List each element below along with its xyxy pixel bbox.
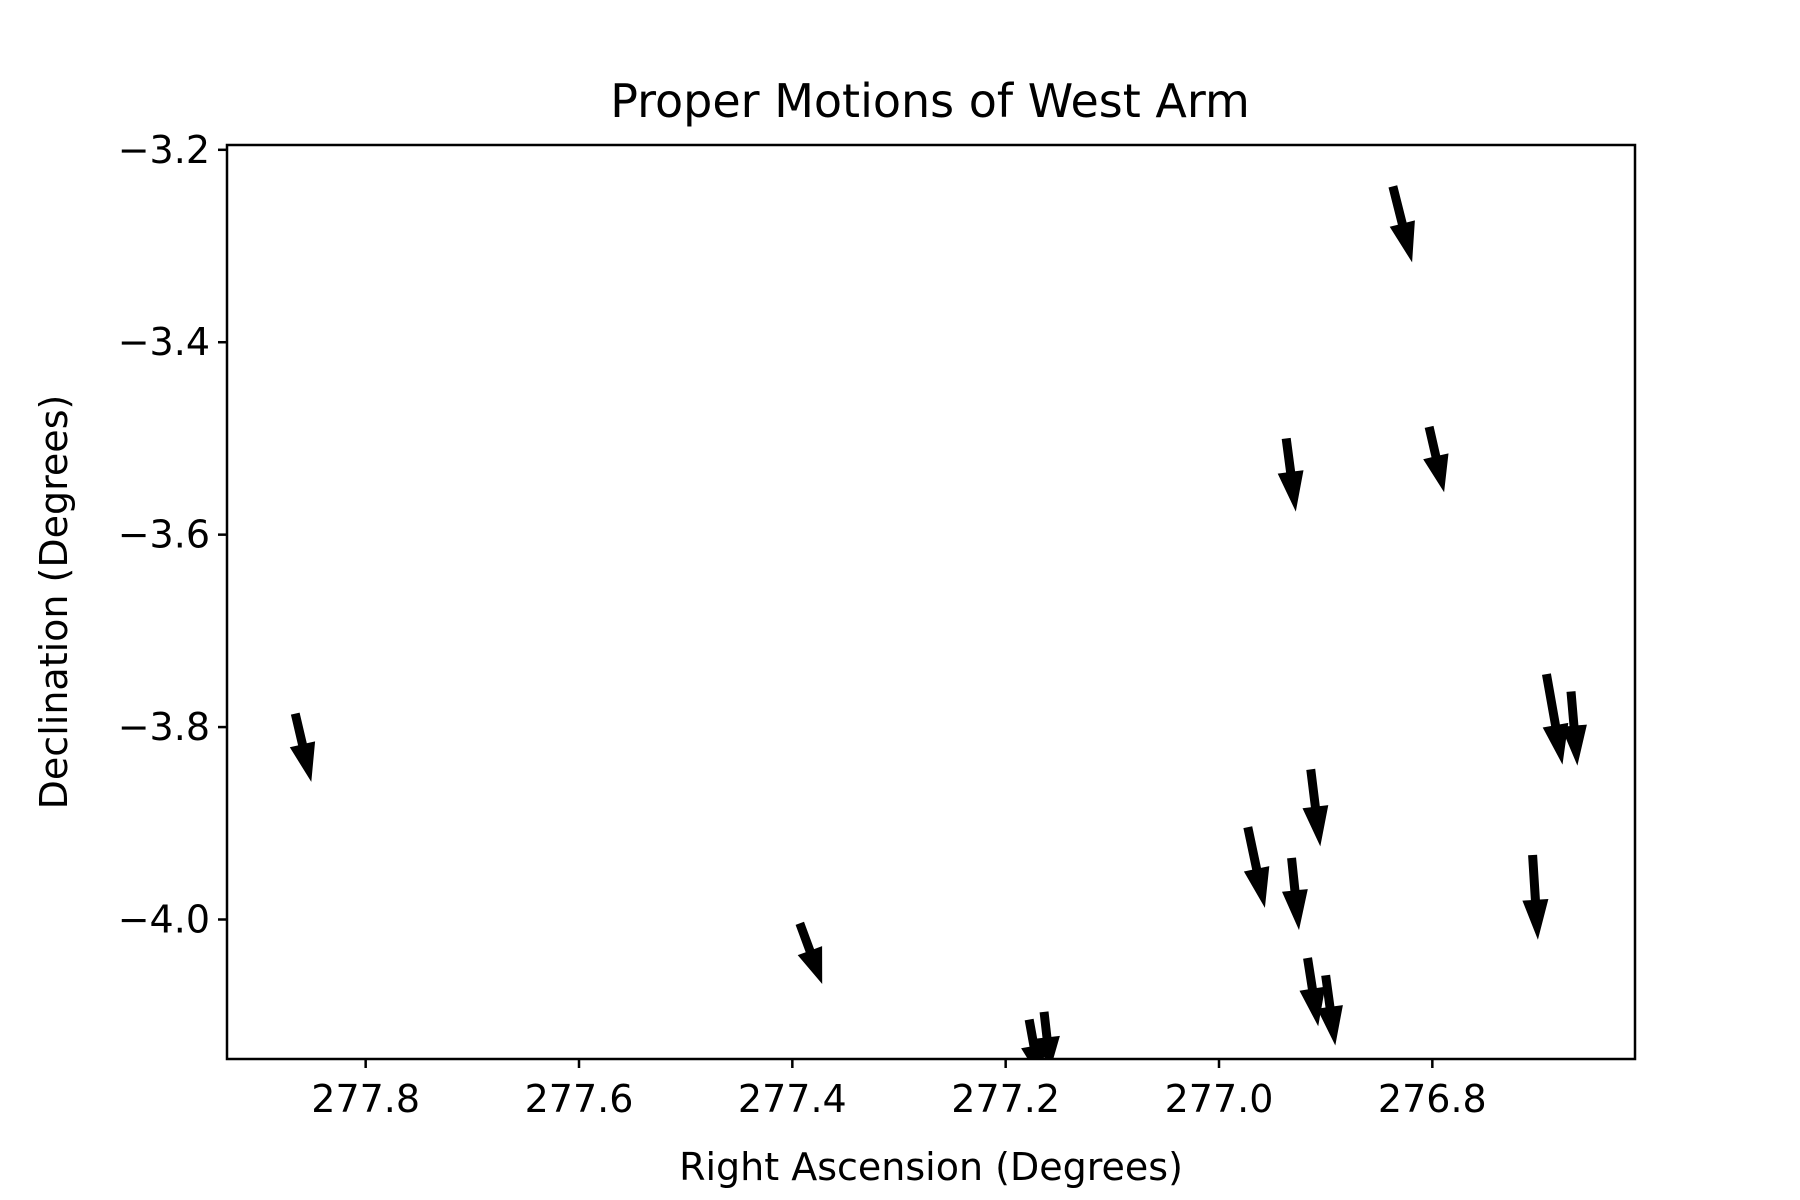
y-tick-label: −3.4 (118, 320, 210, 364)
arrows-layer (289, 185, 1587, 1059)
proper-motion-arrow (1561, 691, 1587, 766)
x-tick-label: 276.8 (1378, 1077, 1487, 1121)
proper-motion-arrow (1277, 437, 1304, 512)
y-tick-label: −4.0 (118, 897, 210, 941)
y-tick-label: −3.2 (118, 128, 210, 172)
proper-motion-arrow (289, 712, 316, 782)
x-tick-label: 277.4 (738, 1077, 847, 1121)
x-tick-label: 277.8 (311, 1077, 420, 1121)
proper-motion-arrow (1522, 854, 1549, 940)
chart-title: Proper Motions of West Arm (610, 74, 1250, 128)
proper-motion-arrow (1388, 185, 1415, 263)
proper-motion-arrow (1302, 768, 1329, 847)
proper-motion-arrow (1317, 974, 1343, 1046)
y-tick-label: −3.8 (118, 705, 210, 749)
x-tick-label: 277.6 (525, 1077, 634, 1121)
proper-motion-arrow (1034, 1011, 1060, 1059)
y-tick-label: −3.6 (118, 513, 210, 557)
plot-frame (225, 143, 1637, 1061)
proper-motion-arrow (1243, 826, 1270, 908)
proper-motion-arrow (1542, 673, 1569, 765)
proper-motion-arrow (1282, 857, 1308, 931)
x-axis-label: Right Ascension (Degrees) (679, 1145, 1183, 1189)
x-tick-label: 277.2 (951, 1077, 1060, 1121)
proper-motion-arrow (1423, 425, 1449, 493)
y-axis: −3.2 −3.4 −3.6 −3.8 −4.0 (118, 128, 227, 941)
x-axis: 277.8 277.6 277.4 277.2 277.0 276.8 (311, 1059, 1487, 1121)
y-axis-label: Declination (Degrees) (32, 395, 76, 810)
proper-motion-arrow (795, 921, 823, 984)
x-tick-label: 277.0 (1165, 1077, 1274, 1121)
